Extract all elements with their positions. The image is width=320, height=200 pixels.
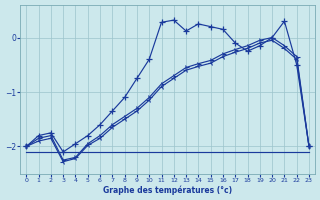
X-axis label: Graphe des températures (°c): Graphe des températures (°c) [103,186,232,195]
